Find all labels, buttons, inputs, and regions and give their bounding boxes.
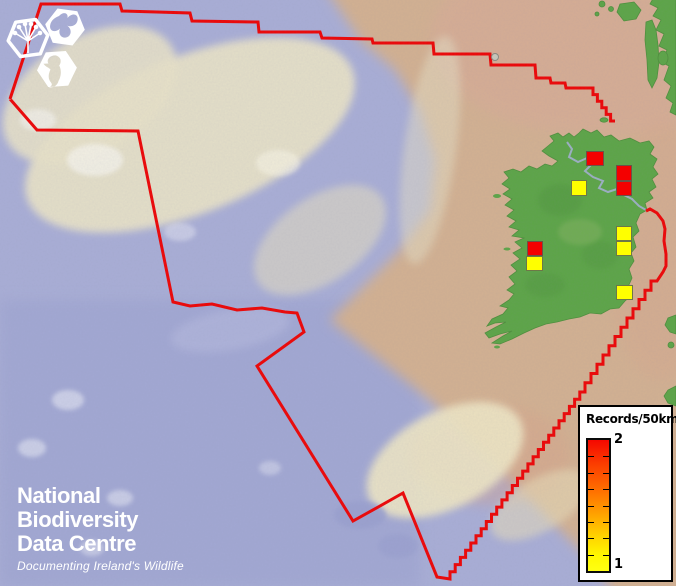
butterfly-hexagon-icon bbox=[45, 8, 85, 46]
logo-tagline: Documenting Ireland's Wildlife bbox=[17, 559, 184, 573]
record-cell[interactable] bbox=[616, 241, 632, 256]
record-cell[interactable] bbox=[586, 151, 604, 166]
logo-hexagons bbox=[6, 8, 85, 88]
legend-title: Records/50km bbox=[586, 412, 676, 426]
logo-line-3: Data Centre bbox=[17, 531, 137, 556]
plant-hexagon-icon bbox=[6, 17, 50, 59]
record-cell[interactable] bbox=[616, 226, 632, 241]
seahorse-hexagon-icon bbox=[37, 51, 77, 88]
legend-colorbar bbox=[586, 438, 611, 573]
record-cell[interactable] bbox=[616, 181, 632, 196]
record-cell[interactable] bbox=[571, 180, 587, 196]
logo-line-2: Biodiversity bbox=[17, 507, 139, 532]
record-cell[interactable] bbox=[616, 165, 632, 181]
legend-panel: Records/50km 2 1 bbox=[578, 405, 676, 582]
record-cell[interactable] bbox=[527, 241, 543, 256]
legend-max-label: 2 bbox=[614, 432, 624, 447]
legend-min-label: 1 bbox=[614, 557, 624, 572]
nbdc-logo: National Biodiversity Data Centre Docume… bbox=[17, 483, 184, 574]
record-cell[interactable] bbox=[526, 256, 543, 271]
record-cell[interactable] bbox=[616, 285, 633, 300]
logo-line-1: National bbox=[17, 483, 101, 508]
